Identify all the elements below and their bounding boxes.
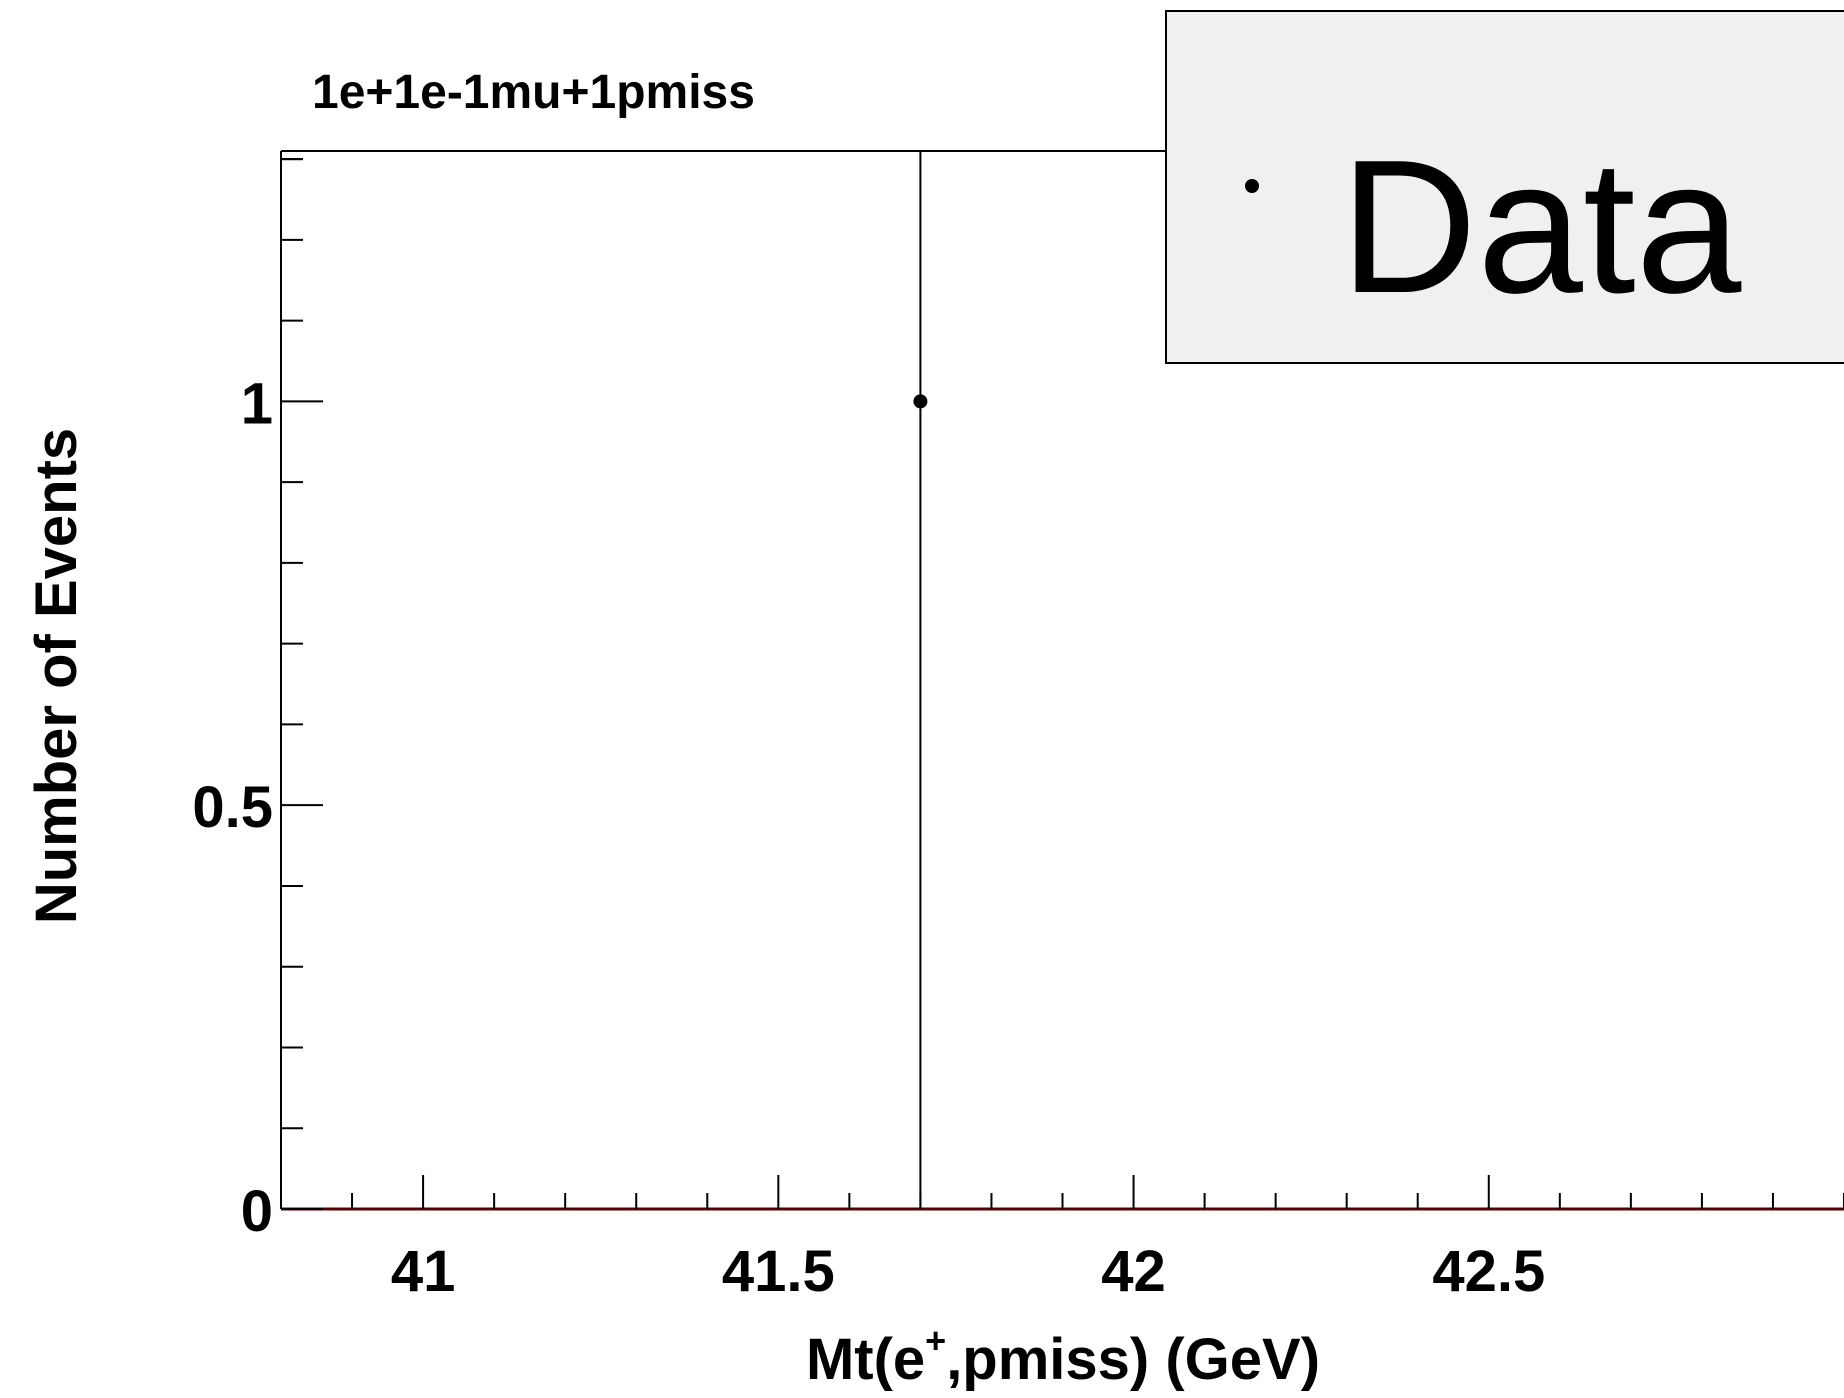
- data-series: [913, 151, 928, 1209]
- x-axis-title-superscript: +: [925, 1320, 946, 1361]
- x-axis-title-rest: ,pmiss) (GeV): [946, 1327, 1320, 1392]
- data-point: [913, 394, 928, 409]
- x-tick-label: 42.5: [1432, 1239, 1545, 1304]
- x-tick-label: 42: [1101, 1239, 1166, 1304]
- y-axis-title: Number of Events: [24, 428, 89, 924]
- y-axis-ticks: 00.51: [192, 158, 323, 1244]
- y-tick-label: 1: [241, 371, 273, 436]
- x-axis-ticks: 41 41.5 42 42.5: [351, 1175, 1844, 1304]
- legend: Data: [1165, 10, 1844, 364]
- legend-marker: [1245, 179, 1259, 193]
- x-axis-title-main: Mt(e: [806, 1327, 925, 1392]
- x-tick-label: 41: [391, 1239, 456, 1304]
- y-tick-label: 0: [241, 1179, 273, 1244]
- y-tick-label: 0.5: [192, 775, 273, 840]
- x-tick-label: 41.5: [722, 1239, 835, 1304]
- plot-title: 1e+1e-1mu+1pmiss: [312, 66, 755, 119]
- legend-box: [1165, 10, 1844, 364]
- x-axis-title: Mt(e+,pmiss) (GeV): [806, 1320, 1320, 1392]
- legend-label-data: Data: [1340, 121, 1742, 333]
